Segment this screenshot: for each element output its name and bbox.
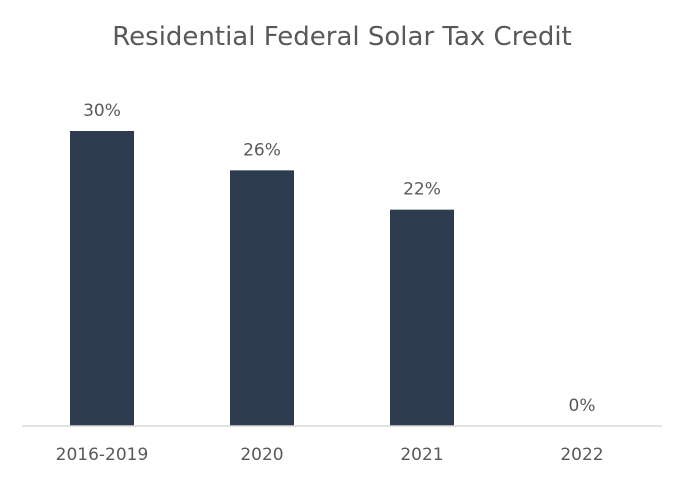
value-labels-group: 30% 26% 22% 0% (83, 101, 595, 416)
bars-group (70, 131, 454, 426)
data-label-2022: 0% (569, 396, 596, 416)
data-label-2016-2019: 30% (83, 101, 121, 121)
data-label-2020: 26% (243, 140, 281, 160)
x-tick-label-2022: 2022 (560, 445, 603, 465)
bar-2020 (230, 170, 294, 426)
x-tick-labels-group: 2016-2019 2020 2021 2022 (56, 445, 604, 465)
bar-2016-2019 (70, 131, 134, 426)
x-tick-label-2021: 2021 (400, 445, 443, 465)
x-tick-label-2016-2019: 2016-2019 (56, 445, 149, 465)
chart-title: Residential Federal Solar Tax Credit (112, 22, 572, 52)
data-label-2021: 22% (403, 180, 441, 200)
bar-2021 (390, 209, 454, 426)
x-tick-label-2020: 2020 (240, 445, 283, 465)
